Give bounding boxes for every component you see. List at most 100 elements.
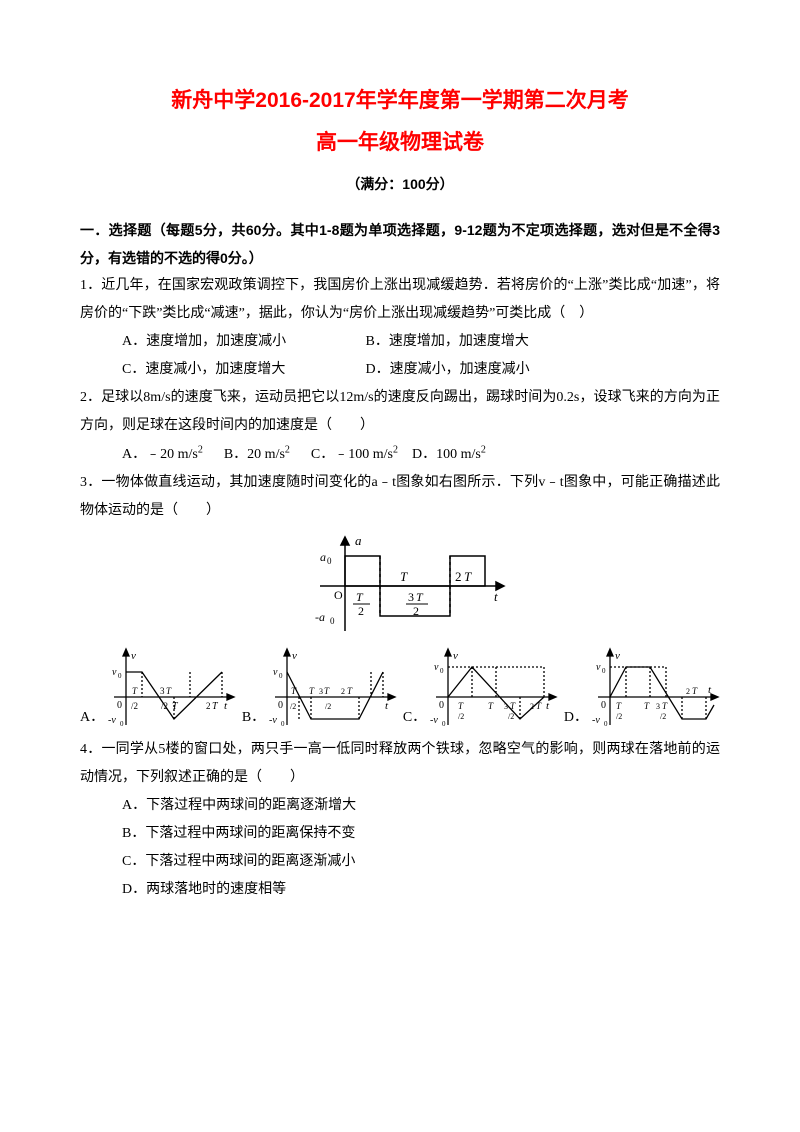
svg-text:-v: -v xyxy=(430,715,438,726)
svg-text:T: T xyxy=(166,686,172,696)
svg-text:0: 0 xyxy=(279,672,283,680)
svg-text:T: T xyxy=(309,686,315,696)
q3-optB-graph: v t v0 -v0 0 T/2 T 3T/2 2T xyxy=(267,647,397,732)
svg-text:/2: /2 xyxy=(290,702,296,711)
svg-text:T: T xyxy=(510,701,516,711)
svg-text:2: 2 xyxy=(413,604,419,618)
svg-text:0: 0 xyxy=(602,667,606,675)
svg-text:-v: -v xyxy=(269,715,277,726)
svg-text:T: T xyxy=(212,701,219,712)
svg-text:T: T xyxy=(347,686,353,696)
svg-text:a: a xyxy=(355,533,362,548)
q3-optA-graph: v t v0 -v0 0 T/2 3T/2 T 2T xyxy=(106,647,236,732)
q2-A: A．﹣20 m/s2 xyxy=(122,447,203,462)
svg-text:/2: /2 xyxy=(508,712,514,721)
q4-A: A．下落过程中两球间的距离逐渐增大 xyxy=(122,792,720,820)
svg-text:a: a xyxy=(320,550,326,564)
svg-text:T: T xyxy=(416,590,424,604)
q2-C: C．﹣100 m/s2 xyxy=(311,447,398,462)
svg-text:0: 0 xyxy=(601,700,606,711)
svg-text:T: T xyxy=(536,701,542,711)
svg-text:2: 2 xyxy=(341,687,345,696)
svg-text:2: 2 xyxy=(206,701,211,711)
svg-text:/2: /2 xyxy=(131,701,138,711)
q4-D: D．两球落地时的速度相等 xyxy=(122,876,720,904)
svg-text:t: t xyxy=(546,700,550,712)
svg-text:t: t xyxy=(494,589,498,604)
q3-at-graph: a t a0 -a0 O T 2 T 3T 2 2T xyxy=(290,531,510,641)
svg-text:0: 0 xyxy=(327,556,332,566)
q3-D-label: D． xyxy=(564,704,588,732)
svg-text:T: T xyxy=(458,701,464,711)
q3-C-label: C． xyxy=(403,704,426,732)
svg-text:/2: /2 xyxy=(458,712,464,721)
svg-text:v: v xyxy=(273,667,278,678)
svg-text:/2: /2 xyxy=(325,702,331,711)
q1-A: A．速度增加，加速度减小 xyxy=(122,328,362,356)
svg-text:/2: /2 xyxy=(161,701,168,711)
svg-text:0: 0 xyxy=(604,720,608,728)
q4-text: 4．一同学从5楼的窗口处，两只手一高一低同时释放两个铁球，忽略空气的影响，则两球… xyxy=(80,736,720,792)
q3-A-label: A． xyxy=(80,704,104,732)
svg-text:0: 0 xyxy=(281,720,285,728)
q1-choices-row1: A．速度增加，加速度减小 B．速度增加，加速度增大 xyxy=(122,328,720,356)
svg-text:v: v xyxy=(131,650,136,662)
svg-text:3: 3 xyxy=(319,687,323,696)
svg-text:T: T xyxy=(356,590,364,604)
q3-optD-graph: v t v0 -v0 0 T/2 T 3T/2 2T xyxy=(590,647,720,732)
svg-text:0: 0 xyxy=(278,700,283,711)
svg-text:-v: -v xyxy=(108,715,116,726)
svg-text:3: 3 xyxy=(160,686,165,696)
exam-title-line2: 高一年级物理试卷 xyxy=(80,122,720,164)
svg-text:t: t xyxy=(385,700,389,712)
svg-text:T: T xyxy=(488,701,494,711)
svg-text:v: v xyxy=(453,650,458,662)
svg-text:2: 2 xyxy=(686,687,690,696)
q2-D: D．100 m/s2 xyxy=(412,447,486,462)
svg-text:T: T xyxy=(662,701,668,711)
full-marks: （满分：100分） xyxy=(80,170,720,198)
svg-text:2: 2 xyxy=(530,702,534,711)
svg-text:3: 3 xyxy=(656,702,660,711)
svg-text:2: 2 xyxy=(358,604,364,618)
svg-text:O: O xyxy=(334,588,343,602)
svg-text:T: T xyxy=(132,686,138,696)
svg-text:/2: /2 xyxy=(660,712,666,721)
svg-text:0: 0 xyxy=(440,667,444,675)
svg-text:2: 2 xyxy=(455,569,462,584)
q3-text: 3．一物体做直线运动，其加速度随时间变化的a﹣t图象如右图所示．下列v﹣t图象中… xyxy=(80,469,720,525)
q1-D: D．速度减小，加速度减小 xyxy=(366,356,530,384)
svg-text:T: T xyxy=(400,569,408,584)
svg-text:T: T xyxy=(616,701,622,711)
svg-text:0: 0 xyxy=(117,700,122,711)
svg-text:v: v xyxy=(434,662,439,673)
svg-text:t: t xyxy=(224,700,228,712)
q1-B: B．速度增加，加速度增大 xyxy=(366,328,529,356)
svg-text:/2: /2 xyxy=(616,712,622,721)
svg-text:T: T xyxy=(644,701,650,711)
q3-B-label: B． xyxy=(242,704,265,732)
svg-text:3: 3 xyxy=(504,702,508,711)
svg-text:0: 0 xyxy=(118,672,122,680)
svg-text:0: 0 xyxy=(330,616,335,626)
svg-text:v: v xyxy=(112,667,117,678)
svg-text:-a: -a xyxy=(315,610,325,624)
svg-text:0: 0 xyxy=(442,720,446,728)
q2-B: B．20 m/s2 xyxy=(224,447,290,462)
q4-C: C．下落过程中两球间的距离逐渐减小 xyxy=(122,848,720,876)
svg-text:T: T xyxy=(324,686,330,696)
svg-text:T: T xyxy=(464,569,472,584)
q3-optC-graph: v t v0 -v0 0 T/2 T 3T/2 2T xyxy=(428,647,558,732)
svg-text:0: 0 xyxy=(120,720,124,728)
q1-choices-row2: C．速度减小，加速度增大 D．速度减小，加速度减小 xyxy=(122,356,720,384)
q4-B: B．下落过程中两球间的距离保持不变 xyxy=(122,820,720,848)
section-heading: 一．选择题（每题5分，共60分。其中1-8题为单项选择题，9-12题为不定项选择… xyxy=(80,216,720,272)
svg-text:0: 0 xyxy=(439,700,444,711)
svg-text:-v: -v xyxy=(592,715,600,726)
q1-C: C．速度减小，加速度增大 xyxy=(122,356,362,384)
q2-text: 2．足球以8m/s的速度飞来，运动员把它以12m/s的速度反向踢出，踢球时间为0… xyxy=(80,384,720,440)
svg-text:v: v xyxy=(596,662,601,673)
svg-text:T: T xyxy=(692,686,698,696)
svg-text:3: 3 xyxy=(408,590,414,604)
svg-text:v: v xyxy=(615,650,620,662)
